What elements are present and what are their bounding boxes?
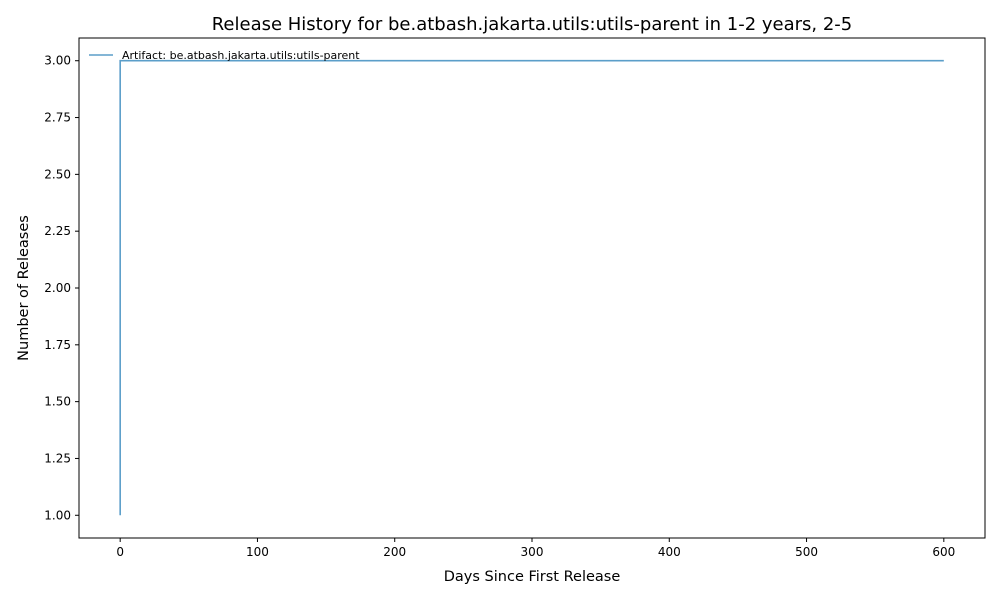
x-tick-label: 0 [116,545,124,559]
plot-area: 0 100 200 300 400 500 600 1.00 1.25 1.50 1.75 2.00 2… [44,37,986,559]
x-tick-label: 100 [246,545,269,559]
y-axis-label: Number of Releases [16,215,32,361]
y-tick-label: 1.00 [44,508,71,522]
chart-title: Release History for be.atbash.jakarta.ut… [212,14,853,35]
x-tick-label: 500 [795,545,818,559]
y-tick-label: 1.50 [44,395,71,409]
legend-label-0: Artifact: be.atbash.jakarta.utils:utils-… [122,49,360,62]
y-tick-label: 2.25 [44,224,71,238]
y-tick-label: 1.25 [44,451,71,465]
y-tick-label: 2.50 [44,167,71,181]
series-line-0 [119,59,944,516]
y-tick-label: 2.75 [44,111,71,125]
x-tick-label: 400 [658,545,681,559]
x-tick-label: 300 [521,545,544,559]
x-tick-label: 600 [932,545,955,559]
y-tick-label: 2.00 [44,281,71,295]
y-tick-label: 1.75 [44,338,71,352]
x-axis-label: Days Since First Release [444,569,621,585]
y-tick-label: 3.00 [44,54,71,68]
x-tick-label: 200 [383,545,406,559]
